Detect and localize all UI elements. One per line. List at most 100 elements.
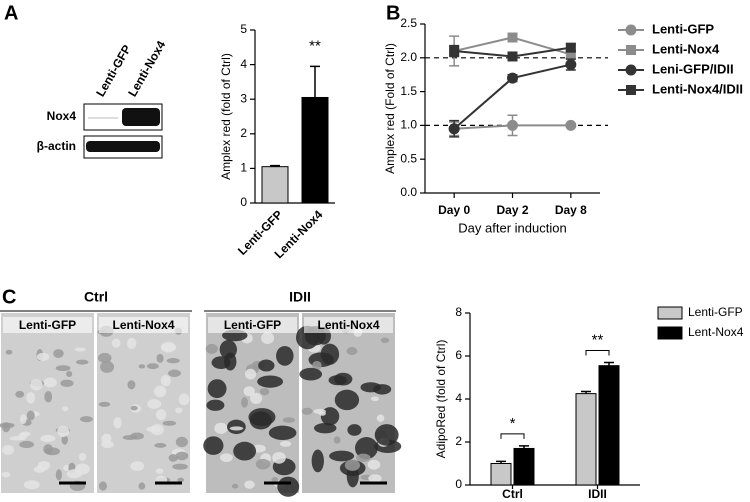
y-axis-label: Amplex red (Fold of Ctrl) — [383, 43, 397, 174]
error-bar — [519, 445, 529, 449]
y-tick-label: 1.5 — [400, 84, 417, 98]
y-axis-label: AdipoRed (fold of Ctrl) — [434, 340, 448, 459]
legend-label: Lenti-GFP — [688, 305, 743, 319]
cell — [282, 417, 295, 423]
cell — [43, 444, 53, 455]
cell — [334, 389, 360, 411]
cell — [318, 411, 326, 416]
cell — [329, 450, 355, 462]
cell — [347, 424, 362, 436]
cell — [30, 378, 43, 391]
cell — [320, 343, 340, 365]
cell — [241, 397, 248, 408]
cell — [177, 477, 185, 483]
cell — [40, 434, 56, 443]
panel-label: A — [4, 2, 18, 24]
cell — [146, 426, 161, 433]
y-tick-label: 0.0 — [400, 185, 417, 199]
legend-marker — [625, 24, 637, 36]
y-axis-label: Amplex red (fold of Ctrl) — [219, 53, 233, 180]
cell — [98, 401, 111, 407]
y-tick-label: 2 — [455, 434, 462, 448]
marker — [448, 123, 460, 135]
cell — [374, 424, 399, 446]
cell — [206, 399, 225, 411]
cell — [1, 471, 11, 478]
cell — [127, 380, 136, 390]
cell — [63, 464, 70, 472]
cell — [334, 372, 353, 386]
legend-label: Lenti-Nox4 — [652, 41, 720, 56]
micrographs: Lenti-GFP Lenti-Nox4 Lenti-GFP Lenti-Nox4 — [0, 313, 402, 497]
y-tick-label: 1.0 — [400, 118, 417, 132]
label-bg — [99, 317, 188, 333]
cell — [100, 361, 115, 373]
cell — [166, 358, 180, 364]
legend-marker — [626, 45, 636, 55]
cell — [344, 459, 361, 471]
cell — [172, 463, 188, 470]
legend-swatch — [657, 326, 683, 340]
cell — [231, 483, 239, 489]
significance-bracket — [585, 349, 610, 356]
error-bar — [270, 164, 280, 167]
cell — [55, 365, 71, 372]
marker — [507, 51, 518, 62]
blot-band — [122, 108, 160, 126]
cell — [257, 375, 284, 388]
cell — [62, 406, 69, 412]
panel-label: C — [2, 286, 16, 308]
cell — [244, 480, 255, 489]
legend-label: Lenti-GFP — [652, 21, 714, 36]
cell — [154, 385, 167, 398]
group-label: Ctrl — [84, 289, 108, 305]
bar — [575, 393, 597, 486]
cell — [97, 352, 112, 363]
cell — [36, 352, 50, 361]
cell — [57, 425, 70, 438]
cell — [301, 407, 313, 415]
legend-label: Leni-GFP/IDII — [652, 61, 734, 76]
cell — [314, 422, 337, 434]
significance: ** — [592, 331, 604, 348]
legend-marker — [626, 85, 636, 95]
y-tick-label: 0 — [240, 195, 247, 209]
y-tick-label: 8 — [455, 305, 462, 319]
cell — [20, 413, 27, 425]
cell — [23, 480, 40, 490]
cell — [44, 391, 53, 403]
cell — [66, 469, 82, 479]
cell — [2, 444, 15, 455]
cell — [130, 405, 138, 411]
marker — [565, 49, 576, 60]
cell — [346, 347, 358, 356]
cell — [229, 426, 244, 431]
cell — [168, 369, 181, 377]
cell — [203, 436, 224, 455]
cell — [178, 393, 190, 406]
cell — [261, 332, 275, 345]
cell — [311, 449, 324, 473]
cell — [175, 436, 188, 448]
x-tick-label: Day 2 — [496, 203, 528, 217]
cell — [74, 347, 86, 352]
cell — [354, 437, 378, 460]
cell — [66, 370, 73, 377]
cell — [207, 379, 227, 399]
cell — [80, 416, 93, 423]
cell — [126, 337, 137, 349]
cell — [370, 396, 380, 402]
marker — [507, 72, 518, 84]
lane-label: Lenti-Nox4 — [125, 38, 168, 99]
cell — [146, 363, 159, 370]
marker — [507, 32, 518, 43]
cell — [271, 477, 279, 483]
marker — [449, 46, 460, 57]
x-tick-label: Day 8 — [555, 203, 587, 217]
y-tick-label: 1 — [240, 161, 247, 175]
significance-bracket — [500, 433, 525, 439]
marker — [507, 119, 518, 131]
cell — [277, 476, 300, 497]
cell — [61, 435, 69, 445]
cell — [101, 440, 114, 449]
